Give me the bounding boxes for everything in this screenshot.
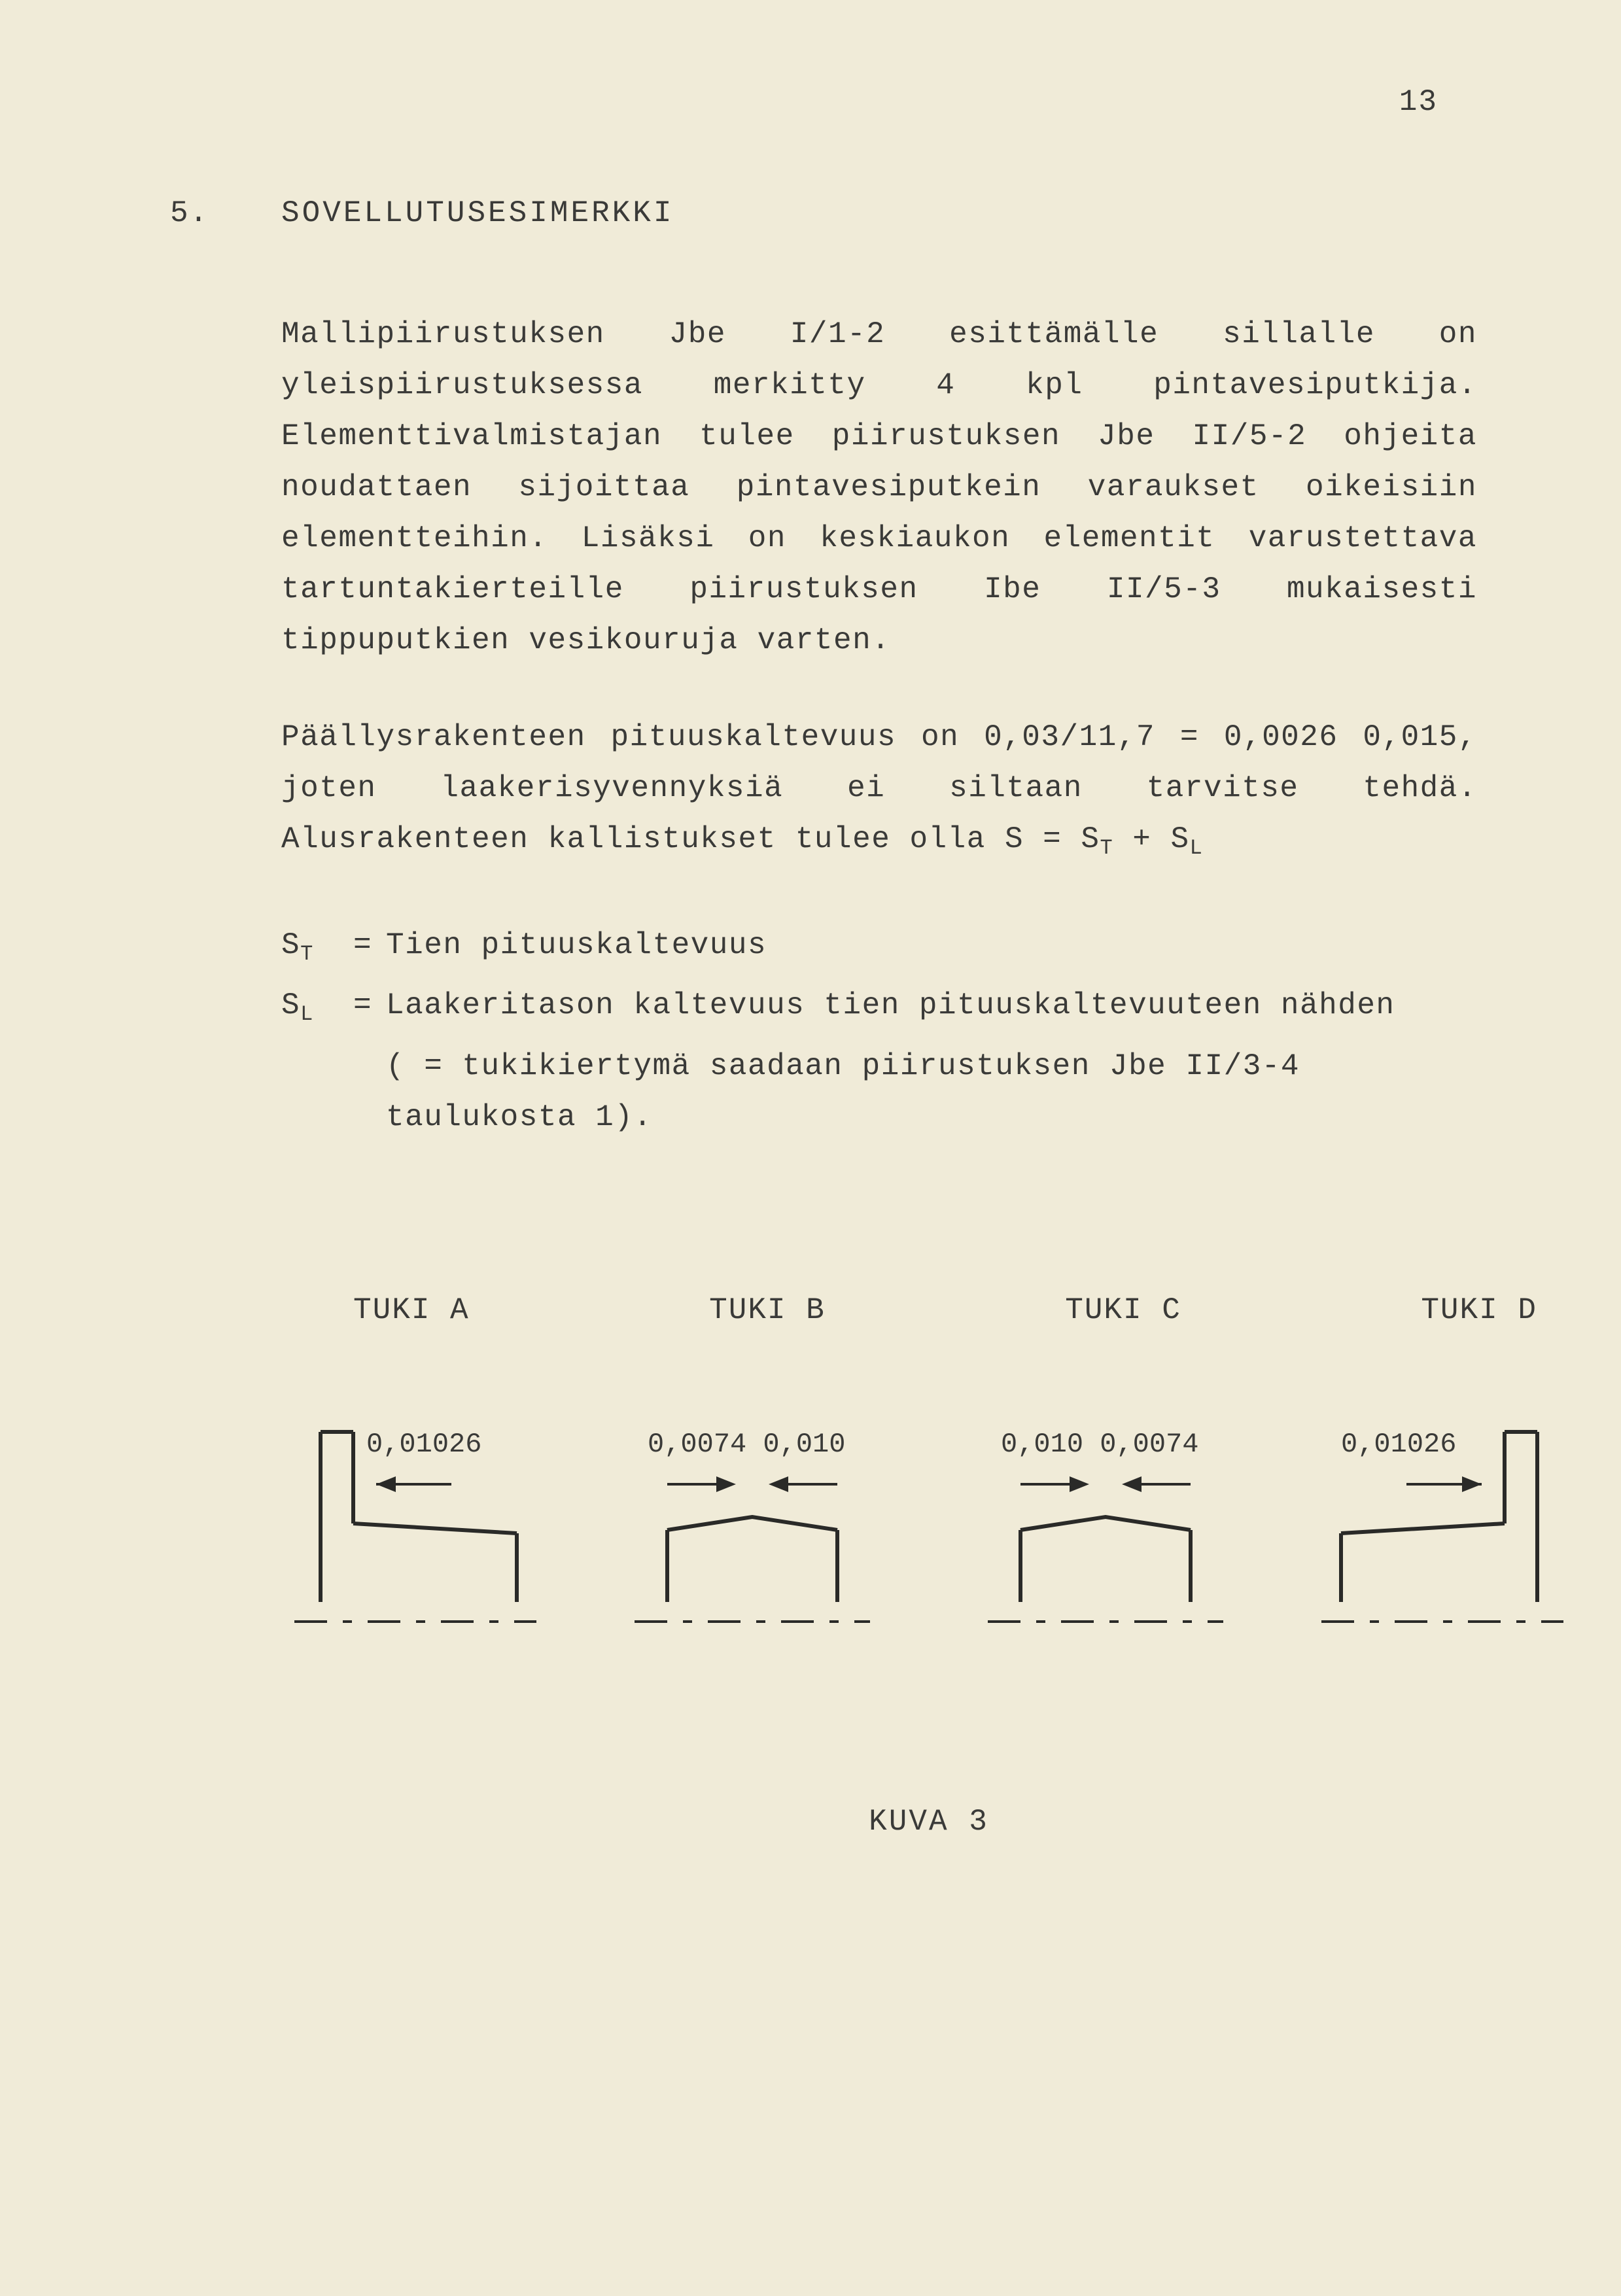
diagrams-row: 0,01026 0,0074 0,010 [281,1425,1577,1635]
section-title: SOVELLUTUSESIMERKKI [281,196,674,230]
def-eq: = [353,920,386,980]
def-sl-symbol: SL [281,980,353,1040]
abutment-d-wall [1505,1432,1537,1602]
value-c: 0,010 0,0074 [1001,1429,1198,1460]
section-number: 5. [170,196,281,230]
support-labels-row: TUKI A TUKI B TUKI C TUKI D [281,1293,1577,1327]
pier-b-sides [667,1530,837,1602]
support-d-svg: 0,01026 [1315,1425,1577,1635]
arrow-d-head [1462,1476,1482,1492]
arrow-c-right-head [1122,1476,1142,1492]
paragraph-2: Päällysrakenteen pituuskaltevuus on 0,03… [281,712,1477,874]
def-eq-2: = [353,980,386,1040]
diagram-a: 0,01026 [281,1425,543,1635]
support-c-svg: 0,010 0,0074 [962,1425,1249,1635]
arrow-c-left-head [1070,1476,1089,1492]
support-label-b: TUKI B [709,1293,826,1327]
sub-t: T [1100,836,1114,860]
value-d: 0,01026 [1341,1429,1456,1460]
page-number: 13 [1399,85,1438,119]
pier-c-top [1020,1517,1191,1530]
support-a-svg: 0,01026 [281,1425,543,1635]
abutment-a-wall [321,1432,353,1602]
def-st-s: S [281,928,300,962]
def-st-text: Tien pituuskaltevuus [386,920,1477,980]
pier-c-sides [1020,1530,1191,1602]
definitions: ST = Tien pituuskaltevuus SL = Laakerita… [281,920,1477,1142]
value-b: 0,0074 0,010 [648,1429,845,1460]
def-sl-sub: L [300,1003,314,1027]
def-st-sub: T [300,942,314,966]
support-label-a: TUKI A [353,1293,470,1327]
paragraph-2-text-a: Päällysrakenteen pituuskaltevuus on 0,03… [281,720,1477,856]
slab-a-top [353,1523,517,1533]
support-b-svg: 0,0074 0,010 [608,1425,896,1635]
sub-l: L [1190,836,1204,860]
support-label-c: TUKI C [1065,1293,1181,1327]
paragraph-2-text-b: + S [1113,822,1189,856]
diagram-d: 0,01026 [1315,1425,1577,1635]
support-label-d: TUKI D [1421,1293,1537,1327]
definition-sl: SL = Laakeritason kaltevuus tien pituusk… [281,980,1477,1040]
section-header: 5. SOVELLUTUSESIMERKKI [170,196,1477,230]
definition-st: ST = Tien pituuskaltevuus [281,920,1477,980]
page: 13 5. SOVELLUTUSESIMERKKI Mallipiirustuk… [0,0,1621,2296]
figure-3: TUKI A TUKI B TUKI C TUKI D 0,01026 [281,1293,1577,1839]
arrow-b-right-head [769,1476,788,1492]
paragraph-1: Mallipiirustuksen Jbe I/1-2 esittämälle … [281,309,1477,666]
def-sl-continuation: ( = tukikiertymä saadaan piirustuksen Jb… [386,1041,1477,1143]
def-st-symbol: ST [281,920,353,980]
diagram-c: 0,010 0,0074 [962,1425,1249,1635]
value-a: 0,01026 [366,1429,481,1460]
def-sl-text: Laakeritason kaltevuus tien pituuskaltev… [386,980,1477,1040]
arrow-a-head [376,1476,396,1492]
body: Mallipiirustuksen Jbe I/1-2 esittämälle … [281,309,1477,1143]
pier-b-top [667,1517,837,1530]
arrow-b-left-head [716,1476,736,1492]
diagram-b: 0,0074 0,010 [608,1425,896,1635]
figure-caption: KUVA 3 [281,1805,1577,1839]
def-sl-s: S [281,988,300,1022]
slab-d-top [1341,1523,1505,1533]
